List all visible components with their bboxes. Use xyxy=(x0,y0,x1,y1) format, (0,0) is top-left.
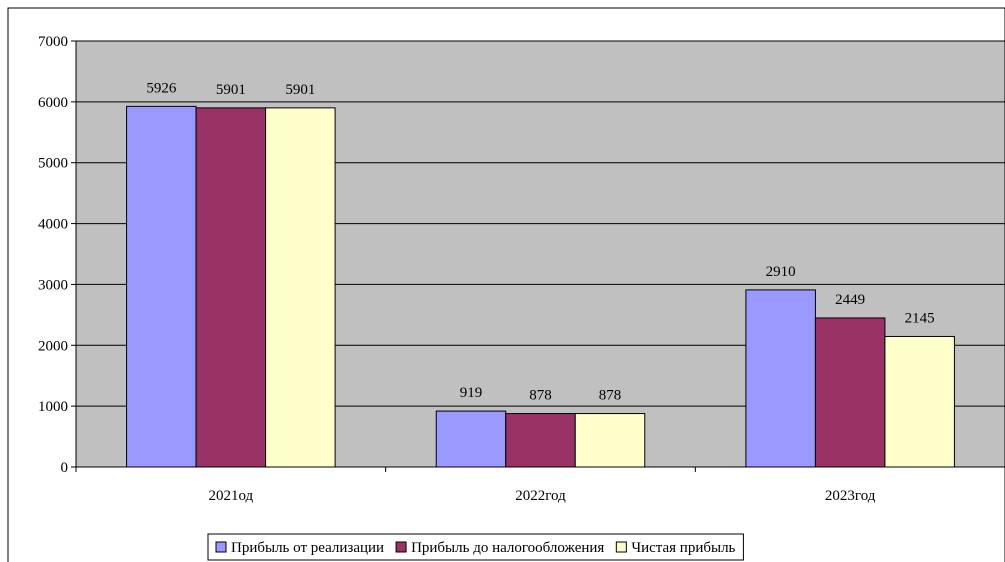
legend-label-3: Чистая прибыль xyxy=(631,540,735,556)
y-tick-label: 5000 xyxy=(38,156,68,172)
data-label: 5901 xyxy=(285,82,315,98)
data-label: 878 xyxy=(529,388,552,404)
legend-box xyxy=(207,533,744,561)
y-tick-label: 4000 xyxy=(38,217,68,233)
legend-label-1: Прибыль от реализации xyxy=(231,540,384,556)
bar-2-2 xyxy=(505,413,576,468)
x-category-label: 2023год xyxy=(825,488,876,504)
y-tick-label: 2000 xyxy=(38,338,68,354)
data-label: 5901 xyxy=(216,82,246,98)
x-category-label: 2022год xyxy=(515,488,566,504)
data-label: 878 xyxy=(599,388,622,404)
bar-3-3 xyxy=(884,335,955,468)
x-category-label: 2021од xyxy=(208,488,253,504)
data-label: 2145 xyxy=(905,310,935,326)
y-tick-label: 0 xyxy=(61,460,69,476)
bar-1-1 xyxy=(126,105,197,468)
legend-swatch-1 xyxy=(215,541,227,553)
legend-swatch-2 xyxy=(395,541,407,553)
y-tick-label: 6000 xyxy=(38,95,68,111)
legend: Прибыль от реализации Прибыль до налогооб… xyxy=(207,533,744,561)
data-label: 2910 xyxy=(766,264,796,280)
y-tick-label: 7000 xyxy=(38,34,68,50)
x-axis: 2021од 2022год 2023год xyxy=(75,466,1005,504)
y-tick-label: 1000 xyxy=(38,399,68,415)
data-label: 919 xyxy=(460,385,483,401)
bar-3-1 xyxy=(265,107,336,468)
bars xyxy=(126,105,955,468)
data-label: 5926 xyxy=(146,80,177,96)
legend-swatch-3 xyxy=(615,541,627,553)
bar-1-2 xyxy=(435,410,507,468)
y-tick-label: 3000 xyxy=(38,277,68,293)
bar-2-3 xyxy=(814,317,886,468)
bar-3-2 xyxy=(574,413,646,468)
bar-2-1 xyxy=(195,107,267,468)
data-label: 2449 xyxy=(835,292,865,308)
bar-1-3 xyxy=(745,289,816,468)
data-labels: 5926 5901 5901 919 878 878 2910 2449 2145 xyxy=(146,80,934,403)
legend-label-2: Прибыль до налогообложения xyxy=(411,540,604,556)
y-axis: 0 1000 2000 3000 4000 5000 6000 7000 xyxy=(38,34,77,476)
